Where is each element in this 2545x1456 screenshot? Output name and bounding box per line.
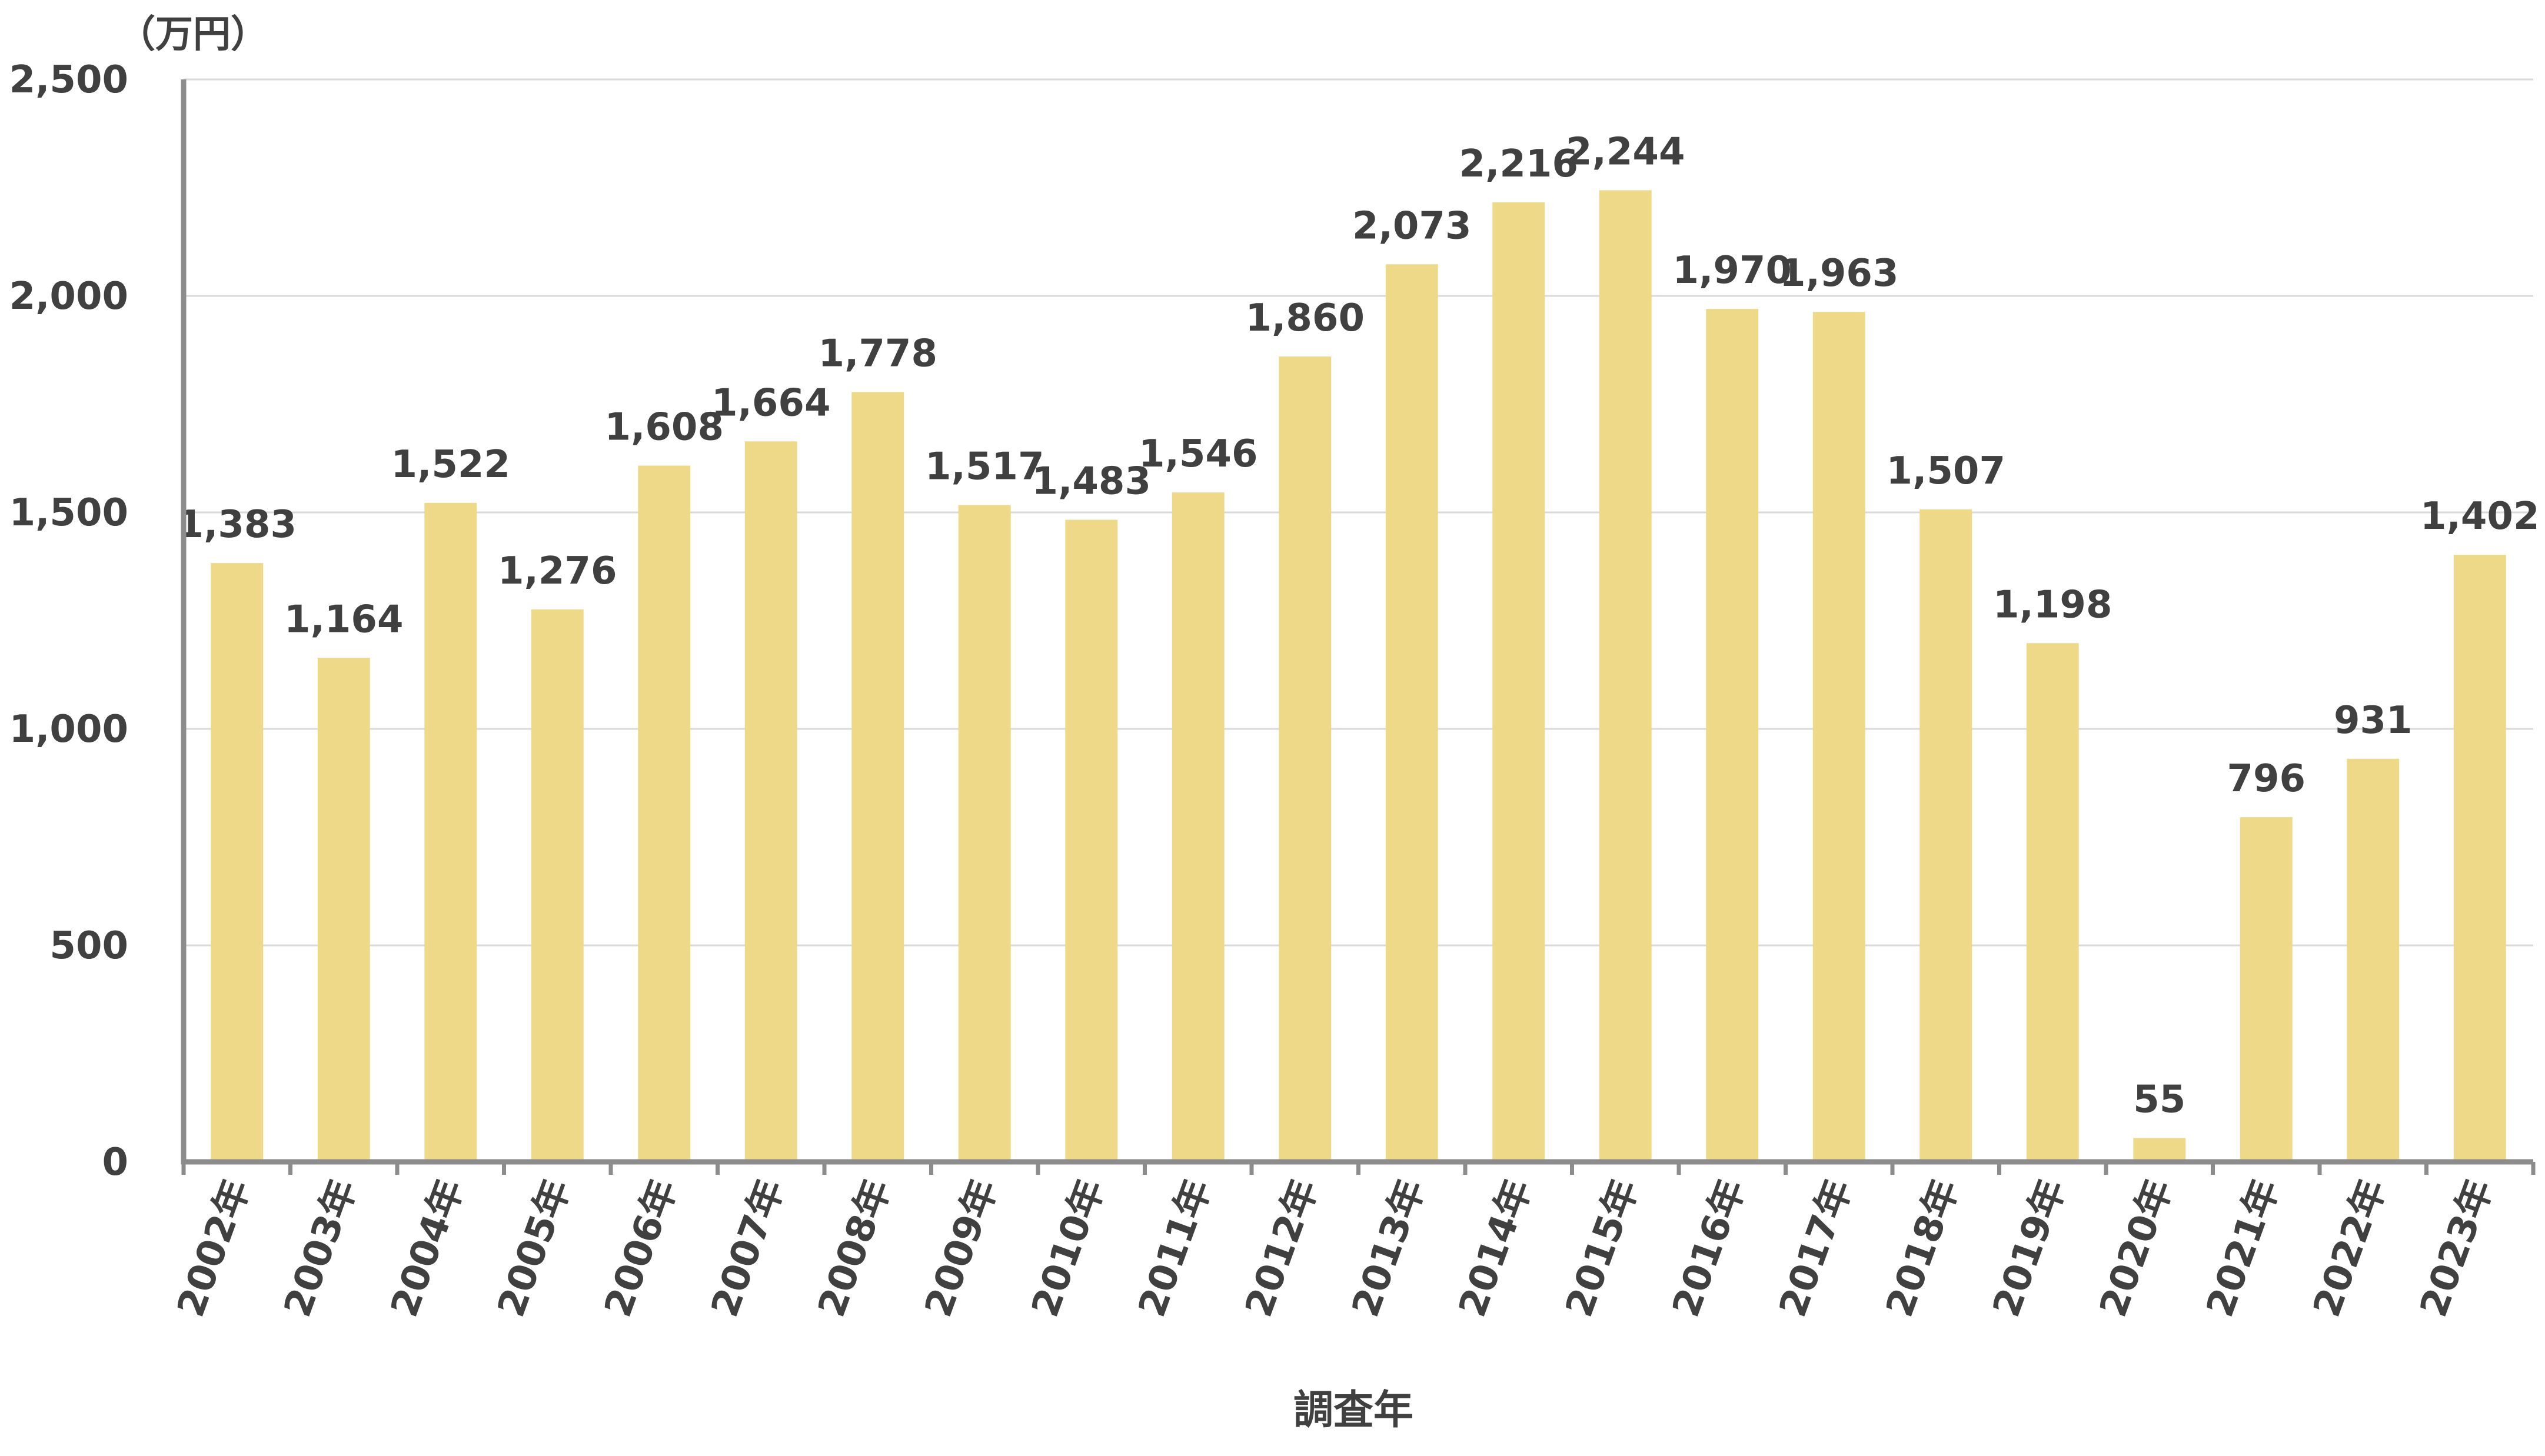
x-tick-label: 2005年 (490, 1174, 579, 1322)
x-tick-label: 2020年 (2091, 1174, 2181, 1322)
data-label: 1,483 (1032, 460, 1151, 504)
x-tick-label: 2019年 (1985, 1174, 2074, 1322)
data-label: 1,507 (1887, 449, 2005, 493)
bar (211, 563, 264, 1162)
data-label: 55 (2133, 1078, 2185, 1122)
x-tick-label: 2012年 (1237, 1174, 1326, 1322)
bar (424, 502, 477, 1162)
bar (958, 505, 1011, 1162)
x-tick-label: 2006年 (596, 1174, 686, 1322)
y-tick-labels: 0 500 1,000 1,500 2,000 2,500 (9, 58, 128, 1184)
bar (1919, 509, 1972, 1162)
bar (744, 441, 797, 1162)
bar (1599, 190, 1652, 1162)
data-label: 2,216 (1459, 142, 1578, 186)
data-label: 1,778 (819, 332, 937, 375)
data-label: 1,164 (284, 598, 403, 641)
data-label: 1,963 (1779, 252, 1898, 295)
bar (1172, 492, 1225, 1162)
x-tick-label: 2010年 (1023, 1174, 1113, 1322)
x-tick-label: 2014年 (1451, 1174, 1540, 1322)
bar (851, 392, 904, 1162)
bar (317, 658, 370, 1162)
x-tick-label: 2008年 (810, 1174, 899, 1322)
data-label: 1,546 (1139, 432, 1257, 476)
x-tick-label: 2004年 (382, 1174, 472, 1322)
bar (1279, 356, 1332, 1162)
bar (2133, 1138, 2186, 1162)
bar (638, 465, 691, 1162)
bar (2026, 643, 2079, 1162)
data-label: 796 (2227, 757, 2306, 801)
x-tick-label: 2021年 (2198, 1174, 2288, 1322)
data-label: 1,664 (711, 381, 830, 425)
bar (1385, 264, 1438, 1162)
y-tick-label: 2,500 (9, 58, 128, 102)
data-label: 2,244 (1566, 130, 1685, 174)
x-tick-label: 2022年 (2305, 1174, 2394, 1322)
data-label: 1,198 (1993, 583, 2112, 627)
axes (181, 79, 2536, 1175)
data-label: 1,276 (498, 549, 617, 593)
x-tick-label: 2018年 (1878, 1174, 1967, 1322)
y-tick-label: 1,500 (9, 491, 128, 535)
x-tick-labels: 2002年 2003年 2004年 2005年 2006年 2007年 2008年 2009年… (169, 1174, 2501, 1322)
data-label: 1,522 (391, 443, 510, 487)
data-label: 1,860 (1246, 296, 1365, 340)
x-tick-label: 2007年 (703, 1174, 793, 1322)
data-label: 1,970 (1673, 249, 1792, 292)
y-tick-label: 1,000 (9, 708, 128, 751)
bar (2347, 758, 2400, 1162)
x-tick-label: 2011年 (1130, 1174, 1220, 1322)
x-tick-label: 2023年 (2412, 1174, 2501, 1322)
x-tick-label: 2003年 (276, 1174, 365, 1322)
x-tick-label: 2017年 (1771, 1174, 1861, 1322)
bars (211, 190, 2506, 1162)
x-tick-label: 2013年 (1344, 1174, 1433, 1322)
x-tick-label: 2009年 (917, 1174, 1006, 1322)
bar (2240, 817, 2293, 1162)
x-tick-label: 2015年 (1558, 1174, 1647, 1322)
bar (1706, 309, 1759, 1162)
data-label: 1,383 (178, 503, 297, 547)
data-label: 931 (2334, 699, 2413, 742)
bar (531, 609, 584, 1162)
y-tick-label: 2,000 (9, 275, 128, 318)
bar (2453, 555, 2506, 1162)
x-tick-label: 2016年 (1664, 1174, 1754, 1322)
bar (1065, 519, 1118, 1162)
bar (1812, 312, 1865, 1162)
y-tick-label: 500 (49, 924, 128, 968)
x-axis-title: 調査年 (1293, 1387, 1413, 1434)
y-tick-label: 0 (102, 1141, 128, 1184)
y-unit-label: （万円） (118, 13, 268, 56)
data-label: 1,608 (605, 406, 724, 449)
data-label: 2,073 (1352, 204, 1471, 248)
data-label: 1,402 (2420, 495, 2539, 538)
x-tick-label: 2002年 (169, 1174, 258, 1322)
data-label: 1,517 (925, 445, 1044, 488)
bar (1492, 202, 1545, 1162)
